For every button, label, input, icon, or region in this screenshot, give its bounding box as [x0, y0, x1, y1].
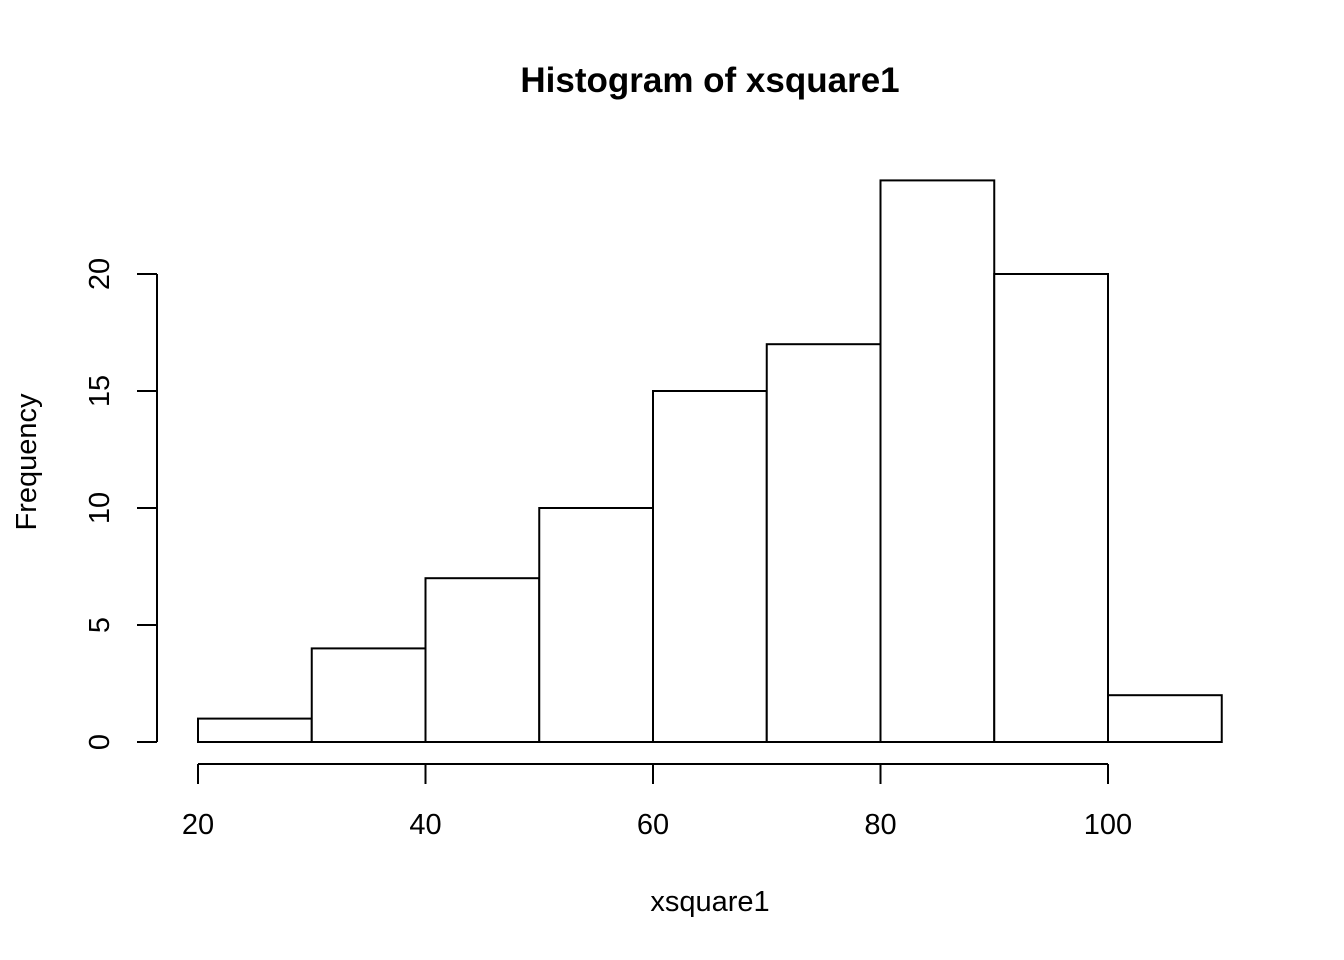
histogram-bar-90-100: [993, 273, 1109, 743]
y-axis: 0 5 10 15 20: [84, 258, 158, 750]
x-axis: 20 40 60 80 100: [182, 763, 1132, 841]
x-axis-label: xsquare1: [650, 886, 769, 918]
bars-group: [197, 179, 1223, 744]
histogram-bar-70-80: [765, 343, 882, 743]
histogram-bar-100-110: [1107, 694, 1223, 744]
y-tick-label-10: 10: [84, 492, 116, 524]
y-tick-label-5: 5: [84, 617, 116, 633]
histogram-bar-20-30: [197, 717, 313, 743]
y-tick-label-15: 15: [84, 375, 116, 407]
histogram-bar-50-60: [538, 507, 654, 743]
y-tick-label-20: 20: [84, 258, 116, 290]
x-tick-label-20: 20: [182, 809, 214, 841]
x-tick-label-40: 40: [409, 809, 441, 841]
histogram-bar-60-70: [652, 390, 768, 743]
histogram-bar-80-90: [879, 179, 996, 743]
x-tick-label-80: 80: [864, 809, 896, 841]
histogram-bar-40-50: [424, 577, 541, 744]
x-tick-label-60: 60: [637, 809, 669, 841]
histogram-bar-30-40: [310, 647, 427, 744]
x-tick-label-100: 100: [1084, 809, 1132, 841]
y-tick-label-0: 0: [84, 734, 116, 750]
y-axis-label: Frequency: [11, 393, 43, 531]
chart-title: Histogram of xsquare1: [520, 61, 899, 100]
